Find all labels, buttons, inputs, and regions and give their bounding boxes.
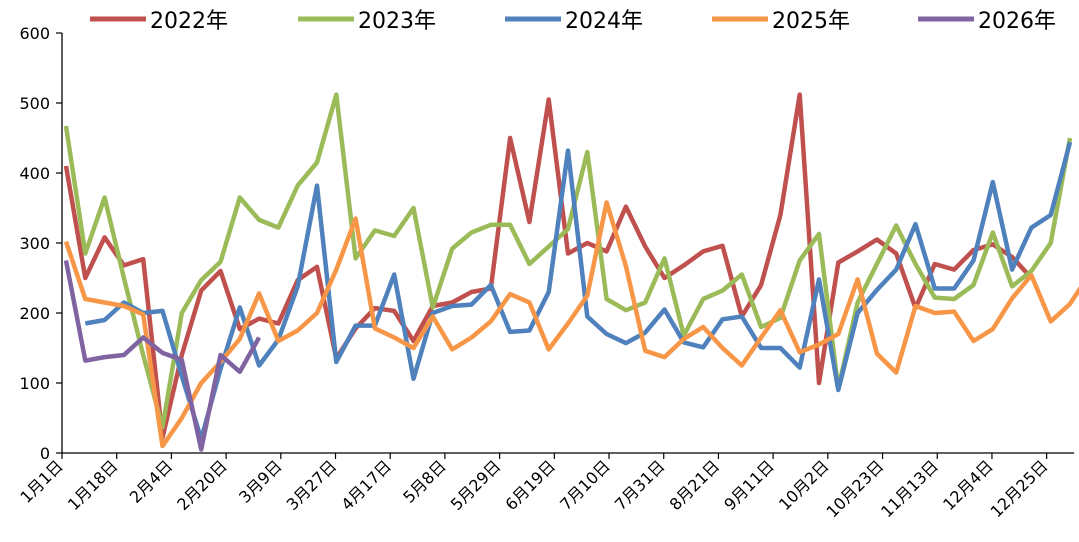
series-line <box>63 200 1079 449</box>
legend-label: 2024年 <box>565 9 643 34</box>
series-3 <box>84 141 1073 442</box>
x-tick-label: 7月31日 <box>611 456 669 514</box>
x-tick-label: 5月8日 <box>399 456 449 506</box>
y-tick-label: 0 <box>40 444 50 463</box>
series-line <box>63 92 1034 440</box>
legend-label: 2026年 <box>978 9 1056 34</box>
series-line <box>84 141 1073 442</box>
x-tick-label: 2月4日 <box>126 456 176 506</box>
y-tick-label: 100 <box>19 374 50 393</box>
y-tick-label: 500 <box>19 94 50 113</box>
series-2 <box>63 92 1073 430</box>
x-tick-label: 4月17日 <box>337 456 395 514</box>
x-tick-label: 10月23日 <box>823 456 888 521</box>
x-tick-label: 3月27日 <box>283 456 341 514</box>
legend-label: 2025年 <box>772 9 850 34</box>
y-tick-label: 400 <box>19 164 50 183</box>
x-tick-label: 12月25日 <box>987 456 1052 521</box>
x-tick-label: 7月10日 <box>556 456 614 514</box>
x-tick-label: 11月13日 <box>877 456 942 521</box>
x-tick-label: 1月1日 <box>16 456 66 506</box>
x-tick-label: 6月19日 <box>501 456 559 514</box>
x-tick-label: 5月29日 <box>447 456 505 514</box>
series-1 <box>63 92 1034 440</box>
legend-label: 2022年 <box>150 9 228 34</box>
y-tick-label: 200 <box>19 304 50 323</box>
x-tick-label: 3月9日 <box>235 456 285 506</box>
x-tick-label: 9月11日 <box>720 456 778 514</box>
x-tick-label: 2月20日 <box>173 456 231 514</box>
y-tick-label: 300 <box>19 234 50 253</box>
series-4 <box>63 200 1079 449</box>
series-5 <box>63 260 262 452</box>
x-tick-label: 1月18日 <box>64 456 122 514</box>
legend-label: 2023年 <box>358 9 436 34</box>
x-tick-label: 8月21日 <box>666 456 724 514</box>
y-tick-label: 600 <box>19 24 50 43</box>
